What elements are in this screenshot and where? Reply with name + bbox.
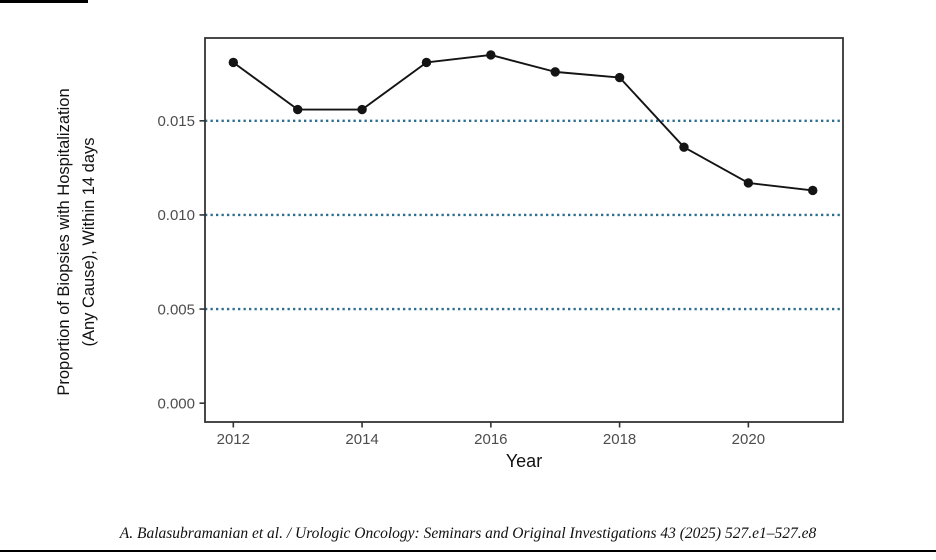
data-line — [232, 53, 813, 192]
page-crop-mark — [0, 0, 88, 3]
y-tick-label: 0.015 — [157, 113, 195, 130]
panel-border — [204, 37, 844, 423]
x-axis-title: Year — [505, 451, 543, 471]
y-axis-title-line2: (Any Cause), Within 14 days — [80, 137, 98, 347]
y-tick-label: 0.005 — [157, 301, 195, 318]
x-tick-label: 2020 — [732, 431, 765, 448]
data-point — [808, 185, 818, 196]
x-tick-label: 2016 — [474, 431, 507, 448]
data-point — [679, 142, 689, 152]
x-tick-label: 2018 — [603, 431, 636, 448]
data-point — [293, 104, 303, 115]
data-point — [357, 104, 367, 115]
footer-rule — [0, 550, 936, 552]
y-axis-title: Proportion of Biopsies with Hospitalizat… — [52, 12, 104, 472]
data-point — [743, 178, 754, 188]
data-point — [550, 67, 560, 77]
x-tick-label: 2014 — [345, 431, 378, 448]
y-axis-title-line1: Proportion of Biopsies with Hospitalizat… — [55, 88, 73, 396]
data-point — [486, 50, 496, 60]
citation: A. Balasubramanian et al. / Urologic Onc… — [119, 525, 817, 542]
data-point — [228, 57, 239, 68]
x-tick-label: 2012 — [217, 431, 250, 448]
data-point — [421, 57, 432, 68]
y-tick-label: 0.010 — [157, 207, 195, 224]
data-point — [614, 72, 625, 83]
y-tick-label: 0.000 — [157, 395, 195, 412]
